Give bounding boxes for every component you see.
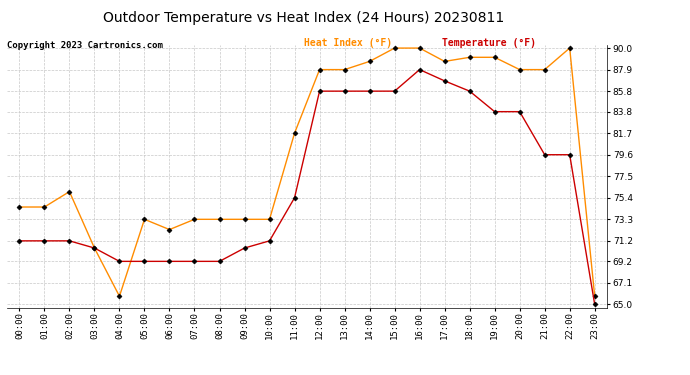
- Text: Temperature (°F): Temperature (°F): [442, 38, 535, 48]
- Text: Heat Index (°F): Heat Index (°F): [304, 38, 392, 48]
- Text: Outdoor Temperature vs Heat Index (24 Hours) 20230811: Outdoor Temperature vs Heat Index (24 Ho…: [103, 11, 504, 25]
- Text: Copyright 2023 Cartronics.com: Copyright 2023 Cartronics.com: [7, 41, 163, 50]
